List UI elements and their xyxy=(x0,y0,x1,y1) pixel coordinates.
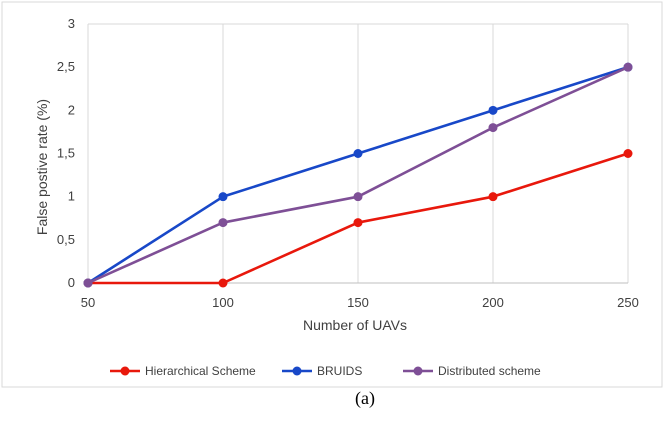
y-tick-label-2: 1 xyxy=(68,189,75,204)
series-2-point-3 xyxy=(488,123,498,133)
legend-label-1: BRUIDS xyxy=(317,364,362,378)
x-tick-label-0: 50 xyxy=(81,295,95,310)
x-tick-label-1: 100 xyxy=(212,295,234,310)
legend-label-2: Distributed scheme xyxy=(438,364,541,378)
series-2-point-0 xyxy=(83,278,93,288)
legend: Hierarchical Scheme BRUIDS Distributed sch… xyxy=(110,364,541,378)
series-2-point-1 xyxy=(218,218,228,228)
y-tick-label-0: 0 xyxy=(68,275,75,290)
legend-swatch-marker-2 xyxy=(413,366,423,376)
series-0-point-1 xyxy=(218,278,228,288)
series-2-point-4 xyxy=(623,62,633,72)
legend-swatch-marker-0 xyxy=(120,366,130,376)
y-tick-label-1: 0,5 xyxy=(57,232,75,247)
y-tick-label-4: 2 xyxy=(68,102,75,117)
series-0-point-4 xyxy=(623,149,633,158)
x-axis-title: Number of UAVs xyxy=(303,317,407,333)
y-tick-label-3: 1,5 xyxy=(57,146,75,161)
series-0-point-2 xyxy=(353,218,363,228)
series-2-point-2 xyxy=(353,192,363,202)
series-1-point-1 xyxy=(218,192,228,202)
y-tick-label-6: 3 xyxy=(68,16,75,31)
series-0-point-3 xyxy=(488,192,498,202)
tick-labels: 50 100 150 200 250 0 0,5 1 1,5 2 2,5 3 xyxy=(57,16,639,310)
y-axis-title: False postive rate (%) xyxy=(34,99,50,235)
legend-label-0: Hierarchical Scheme xyxy=(145,364,256,378)
legend-swatch-marker-1 xyxy=(292,366,302,376)
x-tick-label-2: 150 xyxy=(347,295,369,310)
series-1-point-3 xyxy=(488,105,498,115)
figure-caption: (a) xyxy=(355,388,375,409)
series-layer xyxy=(83,62,633,288)
x-tick-label-3: 200 xyxy=(482,295,504,310)
y-tick-label-5: 2,5 xyxy=(57,59,75,74)
x-tick-label-4: 250 xyxy=(617,295,639,310)
chart-area-border xyxy=(1,1,663,388)
series-1-point-2 xyxy=(353,149,363,158)
